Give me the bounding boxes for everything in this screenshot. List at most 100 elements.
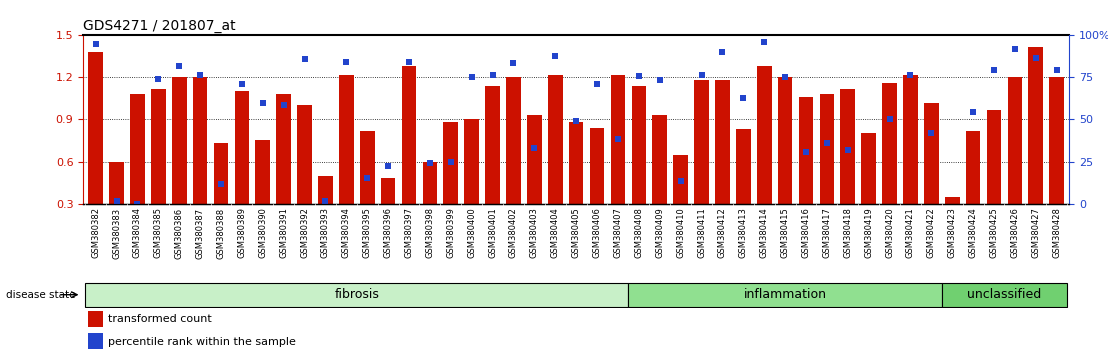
Point	[1006, 47, 1024, 52]
Text: GSM380387: GSM380387	[196, 207, 205, 258]
Bar	[611, 75, 625, 204]
Text: GSM380394: GSM380394	[342, 207, 351, 258]
Text: GSM380396: GSM380396	[383, 207, 392, 258]
Text: GSM380383: GSM380383	[112, 207, 121, 258]
Bar	[799, 97, 813, 204]
Text: GSM380411: GSM380411	[697, 207, 706, 258]
Bar	[464, 119, 479, 204]
Text: inflammation: inflammation	[743, 288, 827, 301]
Bar	[589, 128, 604, 204]
Bar	[736, 129, 750, 204]
Bar	[1028, 47, 1043, 204]
Bar	[151, 88, 165, 204]
Point	[504, 61, 522, 66]
Bar	[757, 66, 771, 204]
Bar	[841, 88, 855, 204]
Text: GSM380427: GSM380427	[1032, 207, 1040, 258]
Bar	[945, 196, 960, 204]
Bar	[172, 78, 186, 204]
Bar	[966, 131, 981, 204]
Bar	[715, 80, 730, 204]
Point	[275, 103, 293, 108]
Bar	[820, 94, 834, 204]
Point	[1027, 55, 1045, 61]
Text: disease state: disease state	[6, 290, 75, 300]
Text: GSM380398: GSM380398	[425, 207, 434, 258]
Text: percentile rank within the sample: percentile rank within the sample	[107, 337, 296, 347]
Point	[756, 40, 773, 45]
Bar	[214, 143, 228, 204]
Bar	[568, 122, 584, 204]
Bar	[235, 91, 249, 204]
Point	[358, 176, 376, 181]
Bar	[628, 283, 942, 307]
Text: GSM380423: GSM380423	[947, 207, 956, 258]
Bar	[987, 110, 1002, 204]
Text: GSM380391: GSM380391	[279, 207, 288, 258]
Text: GSM380413: GSM380413	[739, 207, 748, 258]
Text: GSM380409: GSM380409	[655, 207, 664, 258]
Point	[881, 116, 899, 122]
Bar	[130, 94, 145, 204]
Bar	[276, 94, 291, 204]
Point	[1048, 68, 1066, 73]
Text: transformed count: transformed count	[107, 314, 212, 325]
Text: GSM380415: GSM380415	[780, 207, 790, 258]
Text: unclassified: unclassified	[967, 288, 1042, 301]
Bar	[653, 115, 667, 204]
Point	[609, 136, 627, 142]
Point	[233, 82, 250, 87]
Point	[860, 212, 878, 218]
Text: GSM380402: GSM380402	[509, 207, 517, 258]
Bar	[632, 86, 646, 204]
Text: GSM380407: GSM380407	[614, 207, 623, 258]
Text: GSM380390: GSM380390	[258, 207, 267, 258]
Point	[150, 76, 167, 82]
Bar	[861, 133, 876, 204]
Point	[296, 56, 314, 62]
Point	[588, 82, 606, 87]
Bar	[360, 131, 375, 204]
Text: GSM380401: GSM380401	[489, 207, 497, 258]
Text: GSM380422: GSM380422	[926, 207, 936, 258]
Point	[400, 59, 418, 65]
Bar	[381, 178, 396, 204]
Point	[818, 141, 835, 146]
Bar	[402, 66, 417, 204]
Text: GSM380404: GSM380404	[551, 207, 560, 258]
Bar	[193, 78, 207, 204]
Text: GSM380393: GSM380393	[321, 207, 330, 258]
Point	[338, 59, 356, 65]
Text: fibrosis: fibrosis	[335, 288, 379, 301]
Bar	[1007, 78, 1023, 204]
Text: GSM380399: GSM380399	[447, 207, 455, 258]
Point	[442, 159, 460, 164]
Point	[943, 222, 961, 227]
Text: GSM380382: GSM380382	[91, 207, 100, 258]
Point	[735, 96, 752, 101]
Text: GSM380385: GSM380385	[154, 207, 163, 258]
Text: GSM380386: GSM380386	[175, 207, 184, 258]
Bar	[339, 75, 353, 204]
Text: GSM380389: GSM380389	[237, 207, 246, 258]
Point	[254, 100, 271, 105]
Point	[86, 41, 104, 47]
Point	[985, 68, 1003, 73]
Text: GSM380392: GSM380392	[300, 207, 309, 258]
Text: GSM380395: GSM380395	[362, 207, 372, 258]
Bar	[1049, 78, 1064, 204]
Point	[212, 181, 229, 187]
Bar	[903, 75, 917, 204]
Bar	[256, 141, 270, 204]
Text: GSM380414: GSM380414	[760, 207, 769, 258]
Point	[484, 72, 502, 78]
Text: GSM380408: GSM380408	[635, 207, 644, 258]
Text: GSM380424: GSM380424	[968, 207, 977, 258]
Bar	[485, 86, 500, 204]
Bar	[85, 283, 628, 307]
Text: GSM380384: GSM380384	[133, 207, 142, 258]
Text: GDS4271 / 201807_at: GDS4271 / 201807_at	[83, 19, 236, 33]
Bar	[89, 52, 103, 204]
Point	[923, 131, 941, 136]
Text: GSM380416: GSM380416	[801, 207, 810, 258]
